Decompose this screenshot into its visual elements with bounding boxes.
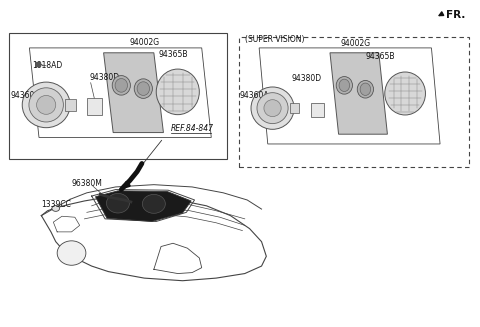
Ellipse shape [107, 194, 130, 213]
Ellipse shape [52, 205, 60, 211]
FancyBboxPatch shape [65, 99, 76, 111]
Ellipse shape [112, 76, 131, 95]
Bar [239, 37, 469, 167]
Ellipse shape [339, 79, 349, 92]
Bar [9, 33, 227, 159]
FancyBboxPatch shape [290, 103, 300, 113]
Text: 94002G: 94002G [130, 38, 160, 47]
Text: 1018AD: 1018AD [32, 61, 62, 70]
Polygon shape [96, 191, 191, 221]
Ellipse shape [57, 241, 86, 265]
Text: 94002G: 94002G [340, 39, 371, 48]
Ellipse shape [137, 82, 150, 95]
Text: REF.84-847: REF.84-847 [170, 124, 214, 133]
Ellipse shape [36, 95, 56, 114]
Text: 94380D: 94380D [292, 74, 322, 83]
Ellipse shape [336, 77, 352, 94]
Ellipse shape [385, 72, 425, 115]
Text: FR.: FR. [446, 10, 465, 20]
Ellipse shape [264, 100, 281, 117]
Ellipse shape [251, 87, 294, 129]
Ellipse shape [22, 82, 70, 128]
Ellipse shape [156, 69, 199, 115]
Polygon shape [104, 53, 163, 132]
Ellipse shape [29, 88, 63, 122]
Ellipse shape [115, 78, 128, 92]
Ellipse shape [143, 195, 165, 213]
Ellipse shape [360, 83, 371, 95]
Text: 94360A: 94360A [239, 91, 269, 100]
Text: (SUPER VISION): (SUPER VISION) [245, 35, 304, 44]
Ellipse shape [257, 93, 288, 124]
Bar [311, 103, 324, 117]
Ellipse shape [357, 80, 373, 98]
Polygon shape [330, 53, 387, 134]
Text: 94365B: 94365B [158, 50, 188, 59]
Ellipse shape [134, 79, 153, 98]
Text: 1339CC: 1339CC [41, 200, 71, 209]
Text: 94380D: 94380D [89, 73, 120, 82]
Text: 94360A: 94360A [10, 91, 40, 100]
Text: 96380M: 96380M [72, 179, 102, 188]
Text: 94365B: 94365B [365, 52, 395, 61]
Bar [87, 98, 102, 115]
